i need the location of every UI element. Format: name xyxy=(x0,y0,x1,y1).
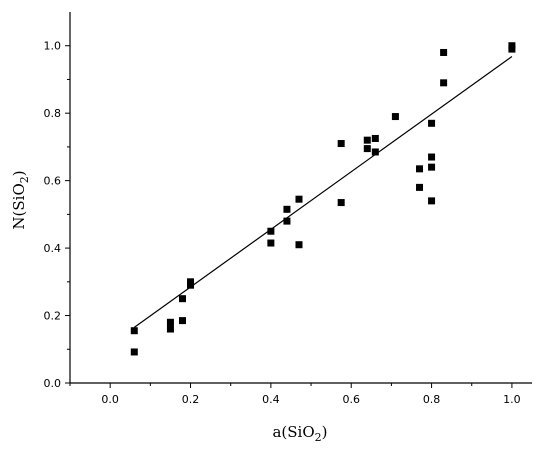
data-point xyxy=(363,145,371,153)
data-point xyxy=(178,317,186,325)
data-point xyxy=(283,217,291,225)
x-tick-label: 0.4 xyxy=(262,393,280,406)
x-tick-label: 0.0 xyxy=(101,393,119,406)
data-point xyxy=(295,195,303,203)
x-tick-label: 0.2 xyxy=(182,393,200,406)
data-point xyxy=(428,197,436,205)
data-point xyxy=(371,148,379,156)
data-point xyxy=(428,119,436,127)
fit-line xyxy=(133,56,513,328)
data-point xyxy=(130,348,138,356)
data-point xyxy=(187,281,195,289)
data-point xyxy=(130,327,138,335)
data-points xyxy=(130,42,516,356)
data-point xyxy=(428,153,436,161)
data-point xyxy=(440,79,448,87)
fit-line-group xyxy=(133,56,513,328)
data-point xyxy=(267,239,275,247)
data-point xyxy=(363,136,371,144)
data-point xyxy=(391,113,399,121)
axes xyxy=(69,12,532,384)
data-point xyxy=(166,318,174,326)
y-tick-label: 0.4 xyxy=(44,242,62,255)
data-point xyxy=(295,241,303,249)
y-tick-label: 0.0 xyxy=(44,377,62,390)
x-tick-label: 0.8 xyxy=(423,393,441,406)
data-point xyxy=(337,140,345,148)
x-tick-label: 0.6 xyxy=(342,393,360,406)
data-point xyxy=(178,295,186,303)
y-axis-title: N(SiO2) xyxy=(10,170,31,229)
x-axis-title: a(SiO2) xyxy=(272,423,327,444)
data-point xyxy=(428,163,436,171)
data-point xyxy=(166,325,174,333)
y-tick-label: 0.6 xyxy=(44,175,62,188)
y-tick-label: 0.2 xyxy=(44,310,62,323)
y-tick-label: 0.8 xyxy=(44,107,62,120)
y-tick-label: 1.0 xyxy=(44,40,62,53)
data-point xyxy=(267,227,275,235)
data-point xyxy=(440,48,448,56)
data-point xyxy=(283,205,291,213)
data-point xyxy=(508,45,516,53)
x-tick-label: 1.0 xyxy=(503,393,521,406)
data-point xyxy=(416,165,424,173)
data-point xyxy=(337,199,345,207)
data-point xyxy=(371,134,379,142)
data-point xyxy=(416,183,424,191)
ticks: 0.0 0.2 0.4 0.6 0.8 1.0 0.0 0.2 0.4 0.6 0.8 1.0 xyxy=(44,40,521,406)
